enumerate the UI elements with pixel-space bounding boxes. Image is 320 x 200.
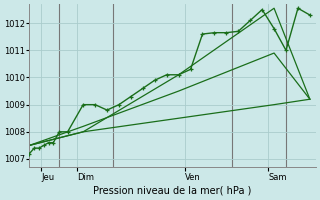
X-axis label: Pression niveau de la mer( hPa ): Pression niveau de la mer( hPa ) (93, 186, 252, 196)
